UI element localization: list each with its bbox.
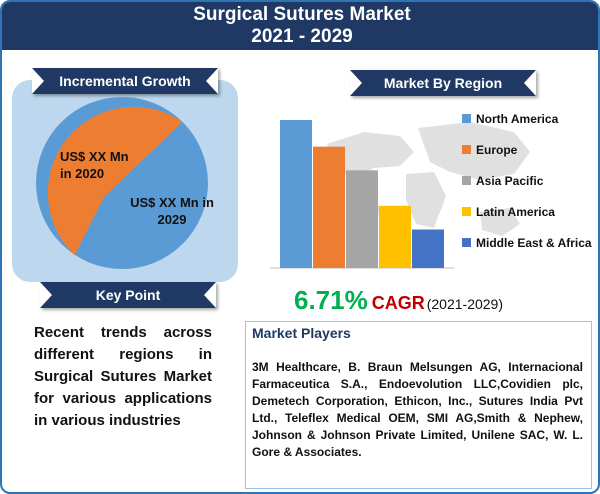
title-banner: Surgical Sutures Market 2021 - 2029 — [2, 2, 598, 50]
cagr-value: 6.71% — [294, 285, 368, 315]
incremental-growth-ribbon: Incremental Growth — [32, 68, 218, 94]
bar-latin-america — [379, 205, 411, 268]
legend-item-latin-america: Latin America — [462, 205, 555, 219]
bar-middle-east-africa — [412, 229, 444, 268]
page-title: Surgical Sutures Market — [193, 4, 411, 25]
legend-swatch — [462, 145, 471, 154]
bar-north-america — [280, 120, 312, 268]
pie-label-2029: US$ XX Mn in 2029 — [130, 195, 214, 227]
legend-swatch — [462, 238, 471, 247]
legend-label: Latin America — [476, 205, 555, 219]
legend-swatch — [462, 176, 471, 185]
bar-europe — [313, 146, 345, 268]
pie-slice-2020 — [47, 106, 183, 256]
market-by-region-ribbon: Market By Region — [350, 70, 536, 96]
market-players-heading: Market Players — [252, 325, 351, 341]
legend-label: Middle East & Africa — [476, 236, 592, 250]
key-point-text: Recent trends across different regions i… — [34, 324, 212, 429]
legend-label: Europe — [476, 143, 518, 157]
legend-item-asia-pacific: Asia Pacific — [462, 174, 543, 188]
legend-swatch — [462, 207, 471, 216]
cagr-callout: 6.71% CAGR (2021-2029) — [294, 285, 574, 316]
page-subtitle-years: 2021 - 2029 — [251, 26, 353, 47]
cagr-period: (2021-2029) — [426, 296, 504, 312]
cagr-label: CAGR — [371, 293, 425, 313]
legend-swatch — [462, 114, 471, 123]
legend-label: North America — [476, 112, 559, 126]
key-point-heading: Key Point — [95, 287, 161, 303]
pie-label-2020: US$ XX Mn in 2020 — [60, 149, 129, 181]
bar-asia-pacific — [346, 170, 378, 268]
market-players-list: 3M Healthcare, B. Braun Melsungen AG, In… — [252, 360, 583, 459]
incremental-growth-heading: Incremental Growth — [59, 73, 191, 89]
legend-item-europe: Europe — [462, 143, 517, 157]
key-point-ribbon: Key Point — [40, 282, 216, 308]
market-by-region-heading: Market By Region — [383, 75, 503, 91]
market-players-box: Market Players 3M Healthcare, B. Braun M… — [245, 321, 592, 489]
legend-label: Asia Pacific — [476, 174, 544, 188]
legend-item-middle-east-africa: Middle East & Africa — [462, 236, 592, 250]
legend-item-north-america: North America — [462, 112, 558, 126]
